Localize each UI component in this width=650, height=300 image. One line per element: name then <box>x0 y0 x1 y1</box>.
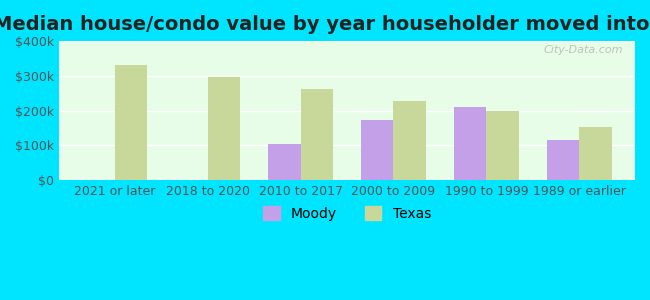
Title: Median house/condo value by year householder moved into unit: Median house/condo value by year househo… <box>0 15 650 34</box>
Text: City-Data.com: City-Data.com <box>544 45 623 55</box>
Bar <box>486 111 519 180</box>
Bar <box>579 127 612 180</box>
Bar <box>115 65 148 180</box>
Bar <box>361 120 393 180</box>
Bar <box>300 89 333 180</box>
Legend: Moody, Texas: Moody, Texas <box>257 200 436 226</box>
Bar <box>268 144 300 180</box>
Bar <box>393 101 426 180</box>
Bar <box>547 140 579 180</box>
Bar <box>454 107 486 180</box>
Bar <box>207 77 240 180</box>
